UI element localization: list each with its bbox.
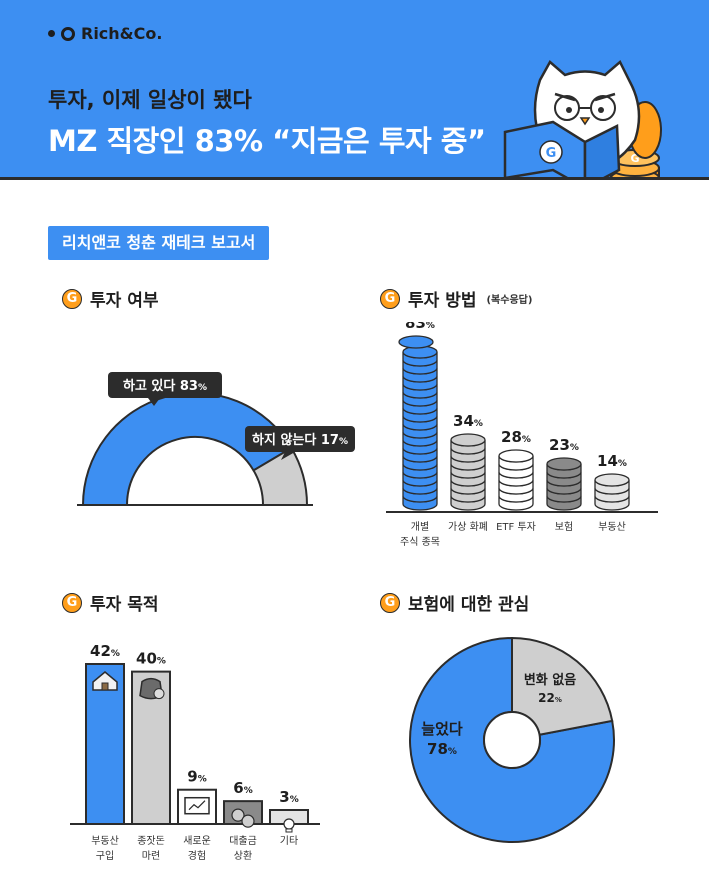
value-label: 9% bbox=[187, 768, 206, 786]
g-logo-icon: G bbox=[380, 592, 400, 613]
value-label: 23% bbox=[549, 436, 579, 454]
category-label: 구입 bbox=[96, 849, 114, 862]
monitor-icon bbox=[184, 796, 210, 815]
icon-coin bbox=[241, 814, 255, 828]
header-headline: MZ 직장인 83% “지금은 투자 중” bbox=[48, 124, 486, 158]
category-label: 경험 bbox=[188, 849, 206, 862]
icon-coin bbox=[153, 688, 165, 700]
icon-shape bbox=[231, 808, 245, 822]
brand-ring-icon bbox=[61, 26, 75, 41]
section-title-invest-method: G 투자 방법 (복수응답) bbox=[380, 286, 532, 311]
coin-top bbox=[546, 457, 582, 471]
brand-name: Rich&Co. bbox=[81, 24, 163, 43]
svg-text:G: G bbox=[630, 152, 639, 165]
category-label: 기타 bbox=[280, 835, 298, 847]
section-title-invest-status: G 투자 여부 bbox=[62, 286, 158, 311]
g-logo-icon: G bbox=[62, 592, 82, 613]
coins-icon bbox=[231, 808, 255, 828]
value-label: 34% bbox=[453, 412, 483, 430]
slice-value-2: 22% bbox=[538, 691, 562, 705]
callout-pointer bbox=[148, 398, 160, 406]
value-label: 42% bbox=[90, 642, 120, 660]
category-label: 부동산 bbox=[598, 521, 626, 533]
g-logo-icon: G bbox=[380, 288, 400, 309]
category-label: 보험 bbox=[555, 521, 573, 533]
callout-box bbox=[108, 372, 222, 398]
section-title-insurance-interest: G 보험에 대한 관심 bbox=[380, 590, 529, 615]
callout-label: 하고 있다 83% bbox=[123, 378, 207, 394]
value-label: 28% bbox=[501, 428, 531, 446]
section-title-invest-purpose: G 투자 목적 bbox=[62, 590, 158, 615]
lightbulb-icon bbox=[283, 818, 295, 833]
coin-top bbox=[498, 449, 534, 463]
callout-label: 하지 않는다 17% bbox=[252, 432, 348, 448]
coin-stack-2 bbox=[450, 433, 486, 511]
svg-text:G: G bbox=[546, 146, 557, 161]
category-label: 대출금 bbox=[229, 835, 257, 847]
category-label: 종잣돈 bbox=[137, 835, 165, 847]
coin-top bbox=[594, 473, 630, 487]
semi-donut-chart-invest-status: 하고 있다 83% 하지 않는다 17% bbox=[77, 372, 355, 506]
icon-base bbox=[285, 828, 293, 833]
callout-box bbox=[245, 426, 355, 452]
value-label: 83% bbox=[405, 322, 435, 332]
value-label: 40% bbox=[136, 650, 166, 668]
category-label: 마련 bbox=[142, 850, 160, 862]
icon-line bbox=[188, 800, 206, 811]
icon-door bbox=[101, 682, 109, 691]
icon-shape bbox=[184, 796, 210, 815]
report-tag: 리치앤코 청춘 재테크 보고서 bbox=[48, 226, 270, 260]
owl-mascot-icon: G G bbox=[503, 60, 662, 177]
slice-label-1: 늘었다 bbox=[421, 720, 463, 738]
coin-top bbox=[450, 433, 486, 447]
brand-logo: Rich&Co. bbox=[48, 24, 162, 43]
slice-value-1: 78% bbox=[427, 740, 457, 758]
section-title-text: 투자 방법 bbox=[408, 291, 477, 311]
callout-pointer bbox=[281, 452, 295, 460]
money-bag-icon bbox=[139, 677, 165, 700]
coin-stack-4 bbox=[546, 457, 582, 511]
category-label: 가상 화폐 bbox=[448, 521, 488, 533]
category-label: 부동산 bbox=[91, 835, 119, 847]
category-label: ETF 투자 bbox=[496, 521, 536, 533]
g-logo-icon: G bbox=[62, 288, 82, 309]
callout-1: 하고 있다 83% bbox=[108, 372, 222, 406]
coin-stack-5 bbox=[594, 473, 630, 511]
slice-label-2: 변화 없음 bbox=[524, 672, 576, 688]
section-note: (복수응답) bbox=[486, 295, 533, 306]
coin-stack-1 bbox=[398, 335, 438, 511]
coin-top-extra bbox=[398, 335, 434, 349]
category-label: 상환 bbox=[234, 850, 252, 862]
coin-stack-3 bbox=[498, 449, 534, 511]
header-subtitle: 투자, 이제 일상이 됐다 bbox=[48, 88, 252, 112]
donut-hole bbox=[483, 711, 541, 769]
category-label: 새로운 bbox=[183, 835, 211, 847]
donut-chart-insurance-interest: 늘었다 78% 변화 없음 22% bbox=[409, 636, 615, 843]
category-label: 주식 종목 bbox=[400, 536, 440, 548]
icon-shape bbox=[92, 671, 118, 691]
house-icon bbox=[92, 671, 118, 691]
category-label: 개별 bbox=[411, 521, 429, 533]
value-label: 14% bbox=[597, 452, 627, 470]
section-title-text: 투자 목적 bbox=[90, 595, 159, 615]
brand-dot-icon bbox=[48, 30, 55, 37]
icon-shape bbox=[283, 818, 295, 830]
value-label: 3% bbox=[279, 788, 298, 806]
header-banner: Rich&Co. 투자, 이제 일상이 됐다 MZ 직장인 83% “지금은 투… bbox=[0, 0, 709, 180]
callout-2: 하지 않는다 17% bbox=[245, 426, 355, 460]
section-title-text: 보험에 대한 관심 bbox=[408, 595, 530, 615]
section-title-text: 투자 여부 bbox=[90, 291, 159, 311]
value-label: 6% bbox=[233, 779, 252, 797]
